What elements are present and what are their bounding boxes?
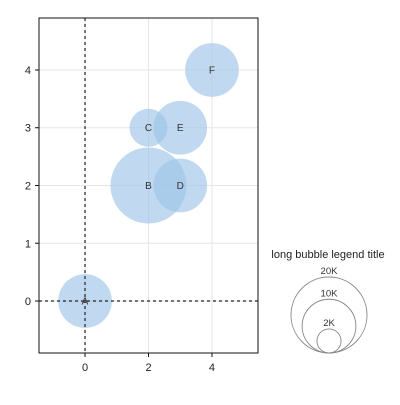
bubble-label: D [177,181,184,192]
legend-label: 2K [323,318,335,329]
y-tick-label: 2 [25,181,31,193]
reference-lines [39,18,258,353]
axis-ticks: 0 2 4 0 1 2 3 4 [25,65,215,374]
x-tick-label: 0 [82,362,88,374]
bubble [185,43,239,97]
y-tick-label: 3 [25,123,31,135]
legend-label: 10K [321,288,339,299]
bubble-label: F [209,65,215,76]
legend-title: long bubble legend title [271,249,384,261]
bubble-label: C [145,123,152,134]
bubble-label: E [177,123,184,134]
legend-label: 20K [321,266,339,277]
bubble [153,158,208,213]
y-tick-label: 1 [25,238,31,250]
y-tick-label: 4 [25,65,31,77]
legend-circle [316,328,342,354]
bubble-layer: ABCDEF [58,43,239,328]
bubble [153,100,208,155]
size-legend: long bubble legend title 20K 10K 2K [271,249,385,354]
x-tick-label: 4 [209,362,215,374]
x-tick-label: 2 [145,362,151,374]
bubble-label: B [145,181,152,192]
y-tick-label: 0 [25,296,31,308]
